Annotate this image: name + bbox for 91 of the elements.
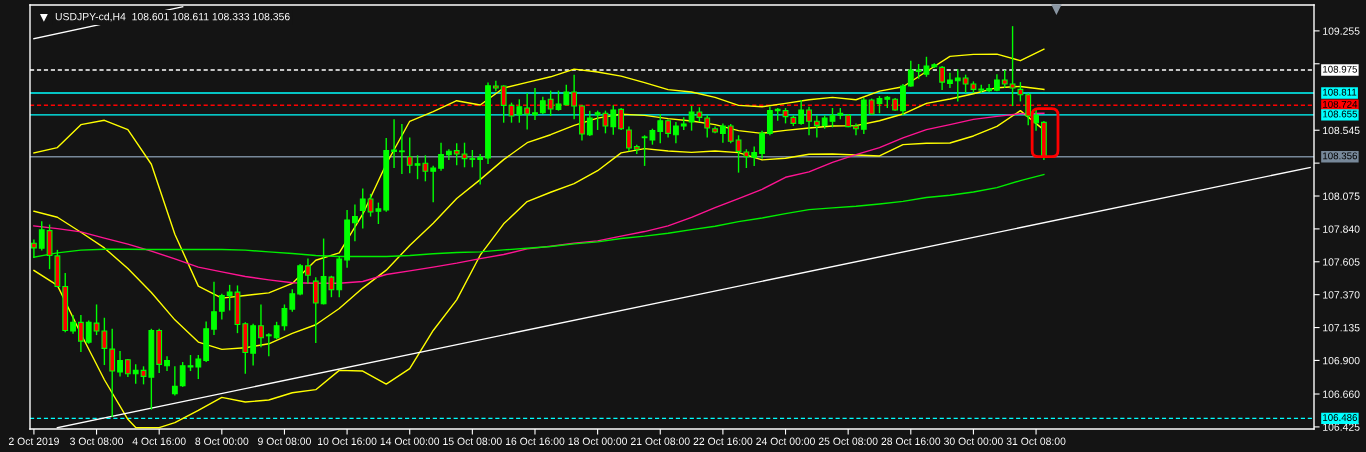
candlestick (500, 84, 507, 124)
candlestick (406, 136, 413, 175)
x-tick-label: 14 Oct 00:00 (380, 437, 440, 445)
candlestick (391, 118, 397, 169)
x-tick-label: 31 Oct 08:00 (1006, 437, 1066, 445)
x-tick-label: 22 Oct 16:00 (693, 437, 753, 445)
candlestick (907, 59, 914, 88)
ref-line-label: 108.356 (1323, 152, 1358, 160)
candlestick (571, 73, 578, 121)
candlestick (516, 98, 523, 124)
y-tick-label: 106.900 (1323, 356, 1360, 365)
candlestick (124, 358, 131, 378)
candlestick (954, 68, 961, 103)
candlestick (179, 361, 186, 388)
y-tick-label: 107.135 (1323, 324, 1360, 332)
candlestick (673, 121, 679, 144)
candlestick (719, 122, 726, 144)
candlestick (359, 187, 366, 230)
x-tick-label: 10 Oct 16:00 (318, 437, 377, 445)
x-tick-label: 16 Oct 16:00 (505, 437, 565, 445)
candlestick (813, 114, 820, 139)
y-tick-label: 106.425 (1323, 423, 1360, 431)
candlestick (939, 65, 946, 91)
candlestick (438, 142, 444, 172)
y-tick-label: 106.660 (1323, 390, 1360, 398)
y-tick-label: 108.075 (1323, 192, 1360, 200)
y-tick-label: 108.545 (1323, 126, 1360, 135)
ref-line-label: 108.811 (1323, 88, 1357, 96)
candlestick (665, 118, 671, 139)
candlestick (477, 153, 484, 186)
y-tick-label: 107.370 (1323, 291, 1360, 299)
candlestick (430, 164, 437, 203)
candlestick (38, 220, 45, 252)
x-tick-label: 25 Oct 08:00 (818, 437, 878, 445)
x-tick-label: 2 Oct 2019 (8, 437, 59, 445)
x-tick-label: 15 Oct 08:00 (443, 437, 502, 445)
candlestick (31, 238, 37, 259)
candlestick (352, 203, 358, 242)
candlestick (85, 319, 92, 345)
candlestick (947, 72, 953, 89)
candlestick (453, 142, 460, 166)
candlestick (727, 123, 734, 144)
candlestick (986, 83, 992, 93)
candlestick (77, 314, 84, 353)
candlestick (798, 99, 805, 126)
candlestick (70, 314, 76, 335)
candlestick (610, 104, 617, 136)
candlestick (218, 293, 225, 321)
ref-line-label: 106.486 (1323, 414, 1358, 421)
candlestick (211, 281, 217, 336)
candlestick (766, 106, 773, 136)
candlestick (305, 257, 311, 285)
x-tick-label: 24 Oct 00:00 (756, 437, 815, 445)
x-tick-label: 4 Oct 16:00 (132, 437, 186, 445)
candlestick (258, 303, 264, 348)
candlestick (751, 145, 758, 167)
candlestick (657, 113, 664, 144)
x-tick-label: 8 Oct 00:00 (195, 437, 249, 445)
y-tick-label: 107.840 (1323, 225, 1360, 233)
x-tick-label: 30 Oct 00:00 (944, 437, 1003, 445)
y-tick-label: 107.605 (1323, 258, 1360, 266)
candlestick (586, 109, 593, 137)
x-tick-label: 18 Oct 00:00 (568, 437, 628, 445)
x-tick-label: 3 Oct 08:00 (70, 437, 124, 445)
ref-line-label: 108.724 (1323, 100, 1358, 108)
candlestick (109, 328, 116, 418)
x-tick-label: 21 Oct 08:00 (630, 437, 690, 445)
candlestick (445, 148, 452, 161)
candlestick (132, 363, 139, 385)
y-tick-label: 109.255 (1323, 27, 1360, 35)
candlestick (1017, 81, 1024, 103)
candlestick (759, 129, 765, 160)
x-tick-label: 9 Oct 08:00 (258, 437, 311, 445)
candlestick (117, 350, 123, 378)
candlestick (289, 288, 296, 313)
candlestick (171, 365, 178, 397)
line-series (33, 173, 1045, 258)
candlestick (265, 332, 272, 358)
ref-line-label: 108.655 (1323, 110, 1358, 118)
candlestick (164, 355, 170, 372)
candlestick (704, 114, 711, 139)
ref-line-label: 108.975 (1323, 65, 1358, 73)
text: USDJPY-cd,H4 108.601 108.611 108.333 108.356 (55, 12, 290, 22)
candlestick (626, 125, 632, 153)
candlestick (532, 87, 538, 121)
candlestick (618, 107, 625, 131)
candlestick (312, 276, 319, 344)
candlestick (398, 123, 405, 175)
x-tick-label: 28 Oct 16:00 (881, 437, 941, 445)
candlestick (853, 122, 859, 136)
candlestick (195, 354, 202, 380)
